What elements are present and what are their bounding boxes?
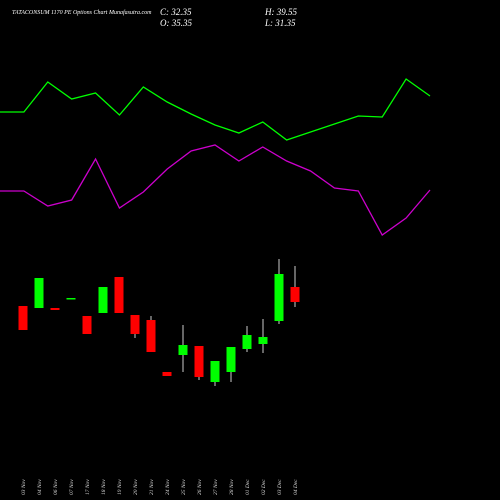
x-tick-label: 28 Nov — [229, 479, 235, 495]
x-tick-label: 04 Nov — [36, 479, 43, 495]
open-label: O: 35.35 — [160, 18, 192, 28]
x-tick-label: 01 Dec — [245, 479, 251, 495]
candle-body — [50, 308, 60, 310]
x-tick-label: 25 Nov — [181, 479, 187, 495]
candle-body — [226, 347, 236, 372]
high-label: H: 39.55 — [264, 7, 297, 17]
candle-body — [274, 274, 284, 321]
candle-body — [178, 345, 188, 355]
candle-body — [146, 320, 156, 352]
candle-body — [98, 287, 108, 313]
candle-body — [290, 287, 300, 302]
x-tick-label: 06 Nov — [53, 479, 59, 495]
candle-body — [114, 277, 124, 313]
x-tick-label: 21 Nov — [149, 479, 155, 495]
x-tick-label: 24 Nov — [164, 479, 171, 495]
x-tick-label: 03 Dec — [277, 479, 283, 495]
chart-title: TATACONSUM 1170 PE Options Chart Munafas… — [12, 9, 152, 16]
x-tick-label: 07 Nov — [69, 479, 75, 495]
candle-body — [66, 298, 76, 300]
close-label: C: 32.35 — [160, 7, 192, 17]
candle-body — [162, 372, 172, 376]
candle-body — [130, 315, 140, 334]
x-tick-label: 26 Nov — [197, 479, 203, 495]
candle-body — [82, 316, 92, 334]
x-tick-label: 17 Nov — [85, 479, 91, 495]
x-tick-label: 27 Nov — [213, 479, 219, 495]
candle-body — [210, 361, 220, 382]
x-tick-label: 02 Dec — [261, 479, 267, 495]
indicator-line — [0, 144, 431, 236]
candle-body — [194, 346, 204, 377]
x-tick-label: 18 Nov — [101, 479, 107, 495]
x-tick-label: 04 Dec — [292, 479, 299, 495]
candle-body — [18, 306, 28, 330]
x-tick-label: 03 Nov — [21, 479, 27, 495]
x-tick-label: 19 Nov — [117, 479, 123, 495]
candle-body — [34, 278, 44, 308]
candle-body — [258, 337, 268, 344]
x-tick-label: 20 Nov — [133, 479, 139, 495]
candle-body — [242, 335, 252, 349]
low-label: L: 31.35 — [264, 18, 296, 28]
indicator-line — [0, 78, 431, 141]
